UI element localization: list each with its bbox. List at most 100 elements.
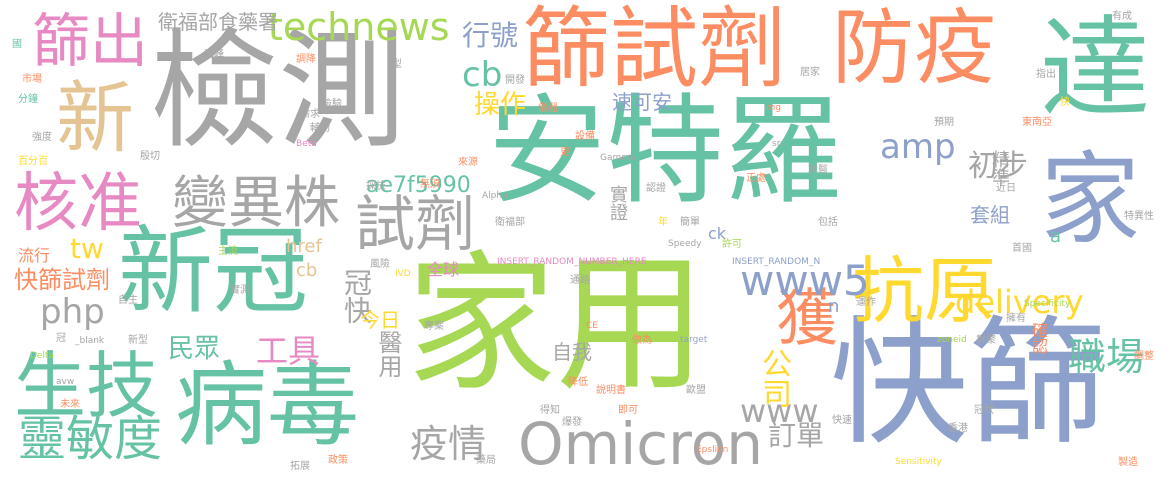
word-avw: avw (56, 377, 75, 387)
word-包括: 包括 (818, 217, 838, 228)
word-正處: 正處 (746, 173, 766, 184)
word-img: img (764, 103, 781, 113)
word-www5: www5 (740, 256, 870, 305)
word-INSERT_RANDOM_NUMBER_HERE: INSERT_RANDOM_NUMBER_HERE (497, 257, 647, 267)
word-technews: technews (268, 5, 450, 49)
word-試劑: 試劑 (355, 190, 475, 260)
word-病毒: 病毒 (175, 352, 360, 459)
word-核准: 核准 (14, 167, 142, 241)
word-快: 快 (1060, 97, 1070, 108)
word-流行: 流行 (18, 246, 51, 265)
word-a: a (1050, 226, 1062, 247)
word-訂單: 訂單 (768, 419, 825, 452)
word-CE: CE (586, 321, 598, 331)
word-靈敏度: 靈敏度 (18, 411, 163, 467)
word-年: 年 (658, 217, 668, 228)
word-主流: 主流 (218, 246, 238, 257)
word-精準: 精準 (989, 150, 1010, 186)
word-強度: 強度 (32, 132, 52, 143)
word-更: 更 (560, 147, 570, 158)
word-公司: 公司 (756, 348, 791, 408)
word-職場: 職場 (1068, 335, 1145, 379)
word-政策: 政策 (328, 455, 348, 466)
word-檢測: 檢測 (150, 17, 407, 166)
word-預期: 預期 (934, 117, 954, 128)
word-簡單: 簡單 (680, 217, 700, 228)
word-自主: 自主 (118, 295, 138, 306)
word-降低: 降低 (568, 377, 588, 388)
word-IVD: IVD (395, 269, 411, 279)
word-n: n (828, 296, 840, 317)
word-確認: 確認 (1029, 322, 1048, 354)
word-專案: 專案 (424, 321, 444, 332)
word-運作: 運作 (856, 297, 876, 308)
word-套組: 套組 (970, 203, 1010, 227)
word-Beta: Beta (296, 139, 317, 149)
word-ck: ck (708, 224, 727, 243)
word-調降: 調降 (296, 54, 316, 65)
word-cb: cb (462, 55, 503, 95)
word-Epslion: Epslion (696, 445, 729, 455)
word-Gamma: Gamma (600, 153, 636, 163)
word-許可: 許可 (722, 239, 742, 250)
word-東南亞: 東南亞 (1022, 117, 1052, 128)
word-自我: 自我 (552, 340, 592, 364)
word-設備: 設備 (575, 131, 595, 142)
word-Sensitivity: Sensitivity (895, 457, 942, 467)
word-cb-small: cb (296, 260, 318, 281)
word-殷切: 殷切 (140, 151, 160, 162)
word-www: www (740, 392, 819, 430)
word-新: 新 (56, 74, 135, 164)
word-變異株: 變異株 (172, 171, 340, 236)
word-香港: 香港 (948, 423, 968, 434)
word-php: php (40, 292, 105, 332)
word-生技: 生技 (14, 344, 159, 428)
word-首國: 首國 (1012, 243, 1032, 254)
word-輔助: 輔助 (310, 123, 330, 134)
word-src: src (772, 139, 786, 149)
word-百分百: 百分百 (18, 156, 48, 167)
word-Omicron: Omicron (518, 410, 763, 478)
word-家用: 家用 (406, 238, 707, 412)
word-Speedy: Speedy (668, 239, 702, 249)
word-操作: 操作 (474, 90, 527, 120)
word-近日: 近日 (996, 183, 1016, 194)
word-達: 達 (1040, 5, 1150, 133)
word-衛福部: 衛福部 (495, 217, 525, 228)
word-得知: 得知 (540, 405, 560, 416)
word-安特羅: 安特羅 (488, 82, 843, 220)
word-delivery: delivery (955, 283, 1084, 321)
word-疫情: 疫情 (410, 422, 487, 466)
word-全球: 全球 (427, 260, 460, 279)
word-_blank: _blank (75, 336, 105, 346)
word-INSERT_RANDOM_N: INSERT_RANDOM_N (732, 257, 821, 267)
word-醫用: 醫用 (374, 330, 402, 378)
word-tw: tw (70, 232, 104, 265)
word-實證: 實證 (607, 185, 628, 221)
word-國: 國 (12, 39, 22, 50)
word-獲: 獲 (765, 285, 838, 347)
word-爆發: 爆發 (562, 417, 582, 428)
word-需求: 需求 (300, 109, 320, 120)
word-拓展: 拓展 (290, 461, 310, 472)
word-target: target (680, 335, 708, 345)
word-來源: 來源 (458, 157, 478, 168)
word-歐盟: 歐盟 (686, 385, 706, 396)
word-做為: 做為 (632, 335, 652, 346)
word-href: href (286, 236, 322, 257)
word-說明書: 說明書 (596, 385, 626, 396)
word-家: 家 (1040, 141, 1140, 258)
word-Specificity: Specificity (1024, 299, 1071, 309)
word-認證: 認證 (646, 183, 666, 194)
word-冠狀: 冠狀 (974, 405, 994, 416)
word-就醫: 就醫 (808, 165, 828, 176)
word-特異性: 特異性 (1124, 211, 1154, 222)
word-行號: 行號 (462, 19, 519, 52)
word-有成: 有成 (1112, 11, 1132, 22)
word-zoneid: zoneid (937, 335, 967, 345)
word-風險: 風險 (370, 259, 390, 270)
word-快篩: 快篩 (830, 303, 1107, 464)
word-通路: 通路 (570, 275, 590, 286)
word-檢驗: 檢驗 (322, 99, 342, 110)
